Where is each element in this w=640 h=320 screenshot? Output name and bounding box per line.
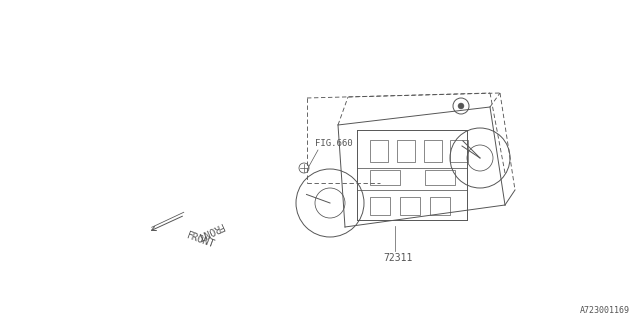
Bar xyxy=(400,197,420,215)
Circle shape xyxy=(458,103,464,109)
Bar xyxy=(430,197,450,215)
Text: FRONT: FRONT xyxy=(185,230,216,250)
Bar xyxy=(397,140,415,162)
Bar xyxy=(424,140,442,162)
Text: 72311: 72311 xyxy=(383,253,412,263)
Bar xyxy=(370,140,388,162)
Bar xyxy=(425,170,455,185)
Text: FRONT: FRONT xyxy=(193,220,224,241)
Text: A723001169: A723001169 xyxy=(580,306,630,315)
Text: FIG.660: FIG.660 xyxy=(315,139,353,148)
Bar xyxy=(370,197,390,215)
Bar xyxy=(450,140,468,162)
Bar xyxy=(370,170,400,185)
